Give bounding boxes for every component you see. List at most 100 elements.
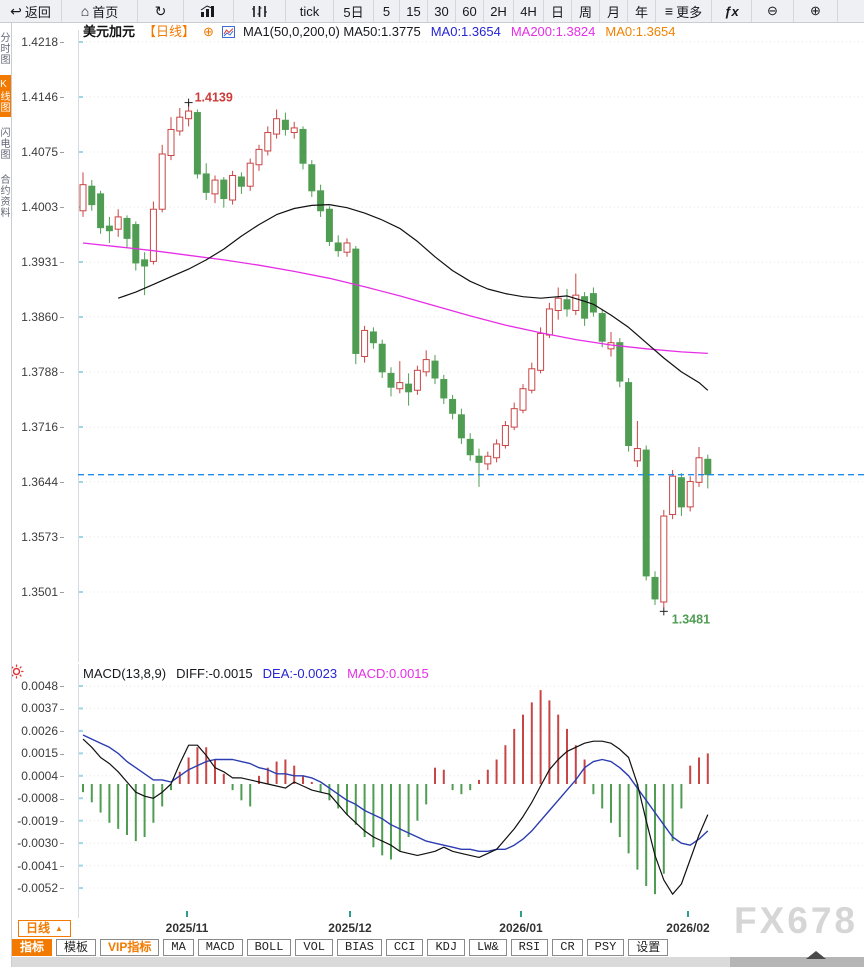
expand-triangle-icon[interactable] <box>806 951 826 959</box>
ma-label-3: MA200:1.3824 <box>510 24 596 39</box>
indicator-tab-boll[interactable]: BOLL <box>246 939 292 956</box>
svg-text:1.4139: 1.4139 <box>195 91 233 105</box>
bar-chart-button[interactable] <box>184 0 234 22</box>
time-axis-row: 日线 ▲ 2025/11 2025/12 2026/01 2026/02 <box>0 919 864 937</box>
macd-histogram <box>82 690 709 895</box>
indicator-tab-ma[interactable]: MA <box>163 939 194 956</box>
interval-60-label: 60 <box>462 3 477 19</box>
price-tick: 1.3501 <box>12 585 64 599</box>
indicator-tab-lw&[interactable]: LW& <box>469 939 507 956</box>
price-tick: 1.3716 <box>12 420 64 434</box>
month-label-2: 2025/12 <box>328 921 372 935</box>
indicator-tab-设置[interactable]: 设置 <box>628 939 669 956</box>
candlestick-chart[interactable]: 1.4139 1.3481 <box>78 30 864 662</box>
indicator-tabs: 指标 模板 VIP指标 MA MACD BOLL VOL BIAS CCI KDJ LW& RSI CR… <box>12 939 669 957</box>
mini-chart-icon[interactable] <box>221 26 235 38</box>
zoom-in-button[interactable]: ⊕ <box>794 0 838 22</box>
top-toolbar: ↩ 返回 ⌂ 首页 ↻ tick 5日 5 15 30 60 2H 4H 日周月年 ≡ 更多 ƒx ⊖ ⊕ <box>0 0 864 23</box>
high-marker: 1.4139 <box>184 91 233 107</box>
period-label: 【日线】 <box>143 24 196 39</box>
left-sidebar: 分时图 K线图闪电图合约资料 <box>0 22 12 967</box>
candle-chart-button[interactable] <box>234 0 286 22</box>
back-button-label: 返回 <box>24 4 51 20</box>
interval-15-label: 15 <box>406 3 421 19</box>
bar-chart-icon <box>200 4 214 17</box>
sidebar-tab-2[interactable]: K线图 <box>0 75 11 117</box>
indicator-tab-kdj[interactable]: KDJ <box>427 939 466 956</box>
interval-month[interactable]: 月 <box>600 0 628 22</box>
interval-4h-label: 4H <box>520 3 537 19</box>
macd-label-1: MACD(13,8,9) <box>83 666 167 681</box>
price-tick: 1.3788 <box>12 365 64 379</box>
interval-week-label: 周 <box>578 4 592 20</box>
interval-60[interactable]: 60 <box>456 0 484 22</box>
month-label-4: 2026/02 <box>666 921 710 935</box>
price-tick: 1.4218 <box>12 35 64 49</box>
zoom-out-button[interactable]: ⊖ <box>752 0 794 22</box>
month-label-1: 2025/11 <box>165 921 209 935</box>
indicator-tab-cr[interactable]: CR <box>552 939 583 956</box>
sidebar-tab-4[interactable]: 合约资料 <box>0 174 9 218</box>
symbol-name: 美元加元 <box>83 24 136 39</box>
interval-5d[interactable]: 5日 <box>334 0 374 22</box>
dea-line <box>82 734 709 852</box>
period-selector-button[interactable]: 日线 ▲ <box>18 920 71 937</box>
ma-label-1: MA1(50,0,200,0) MA50:1.3775 <box>242 24 421 39</box>
more-icon: ≡ <box>664 3 674 19</box>
interval-year-label: 年 <box>634 4 648 20</box>
indicator-tab-bias[interactable]: BIAS <box>337 939 382 956</box>
macd-tick: 0.0004 <box>12 769 64 783</box>
indicator-tab-vol[interactable]: VOL <box>295 939 334 956</box>
indicator-tab-指标[interactable]: 指标 <box>12 939 53 956</box>
back-button[interactable]: ↩ 返回 <box>0 0 62 22</box>
home-button[interactable]: ⌂ 首页 <box>62 0 138 22</box>
add-circle-icon[interactable]: ⊕ <box>203 24 214 39</box>
interval-30[interactable]: 30 <box>428 0 456 22</box>
home-icon: ⌂ <box>80 3 90 19</box>
ma-label-4: MA0:1.3654 <box>605 24 676 39</box>
month-label-3: 2026/01 <box>499 921 543 935</box>
ma50-line <box>118 204 709 391</box>
fx-button[interactable]: ƒx <box>712 0 752 22</box>
refresh-icon: ↻ <box>154 3 167 19</box>
ma200-line <box>82 242 708 355</box>
macd-tick: -0.0052 <box>12 881 64 895</box>
sidebar-tab-1[interactable]: 分时图 <box>0 32 9 65</box>
scrollbar-thumb[interactable] <box>730 957 864 967</box>
home-button-label: 首页 <box>92 4 119 20</box>
zoom-out-button-label: ⊖ <box>767 3 778 18</box>
indicator-tab-psy[interactable]: PSY <box>586 939 625 956</box>
price-tick: 1.4075 <box>12 145 64 159</box>
interval-week[interactable]: 周 <box>572 0 600 22</box>
fx-button-label: ƒx <box>724 3 739 19</box>
interval-day-label: 日 <box>550 4 564 20</box>
price-tick: 1.3573 <box>12 530 64 544</box>
fx678-watermark: FX678 <box>733 900 858 941</box>
indicator-tab-rsi[interactable]: RSI <box>510 939 549 956</box>
interval-year[interactable]: 年 <box>628 0 656 22</box>
indicator-tab-vip指标[interactable]: VIP指标 <box>100 939 160 956</box>
interval-5-label: 5 <box>382 3 391 19</box>
interval-2h-label: 2H <box>490 3 507 19</box>
sidebar-tab-3[interactable]: 闪电图 <box>0 127 9 160</box>
interval-2h[interactable]: 2H <box>484 0 514 22</box>
interval-tick[interactable]: tick <box>286 0 334 22</box>
indicator-tab-macd[interactable]: MACD <box>197 939 243 956</box>
interval-5[interactable]: 5 <box>374 0 400 22</box>
interval-4h[interactable]: 4H <box>514 0 544 22</box>
interval-15[interactable]: 15 <box>400 0 428 22</box>
low-marker: 1.3481 <box>659 607 710 626</box>
candlestick-icon <box>252 5 267 17</box>
interval-month-label: 月 <box>606 4 620 20</box>
interval-day[interactable]: 日 <box>544 0 572 22</box>
macd-chart[interactable] <box>78 664 864 918</box>
indicator-tab-模板[interactable]: 模板 <box>56 939 97 956</box>
refresh-button[interactable]: ↻ <box>138 0 184 22</box>
indicator-tab-cci[interactable]: CCI <box>385 939 424 956</box>
price-tick: 1.4146 <box>12 90 64 104</box>
horizontal-scrollbar[interactable] <box>0 951 864 967</box>
interval-30-label: 30 <box>434 3 449 19</box>
more-button[interactable]: ≡ 更多 <box>656 0 712 22</box>
svg-text:1.3481: 1.3481 <box>672 612 710 626</box>
macd-tick: 0.0015 <box>12 746 64 760</box>
